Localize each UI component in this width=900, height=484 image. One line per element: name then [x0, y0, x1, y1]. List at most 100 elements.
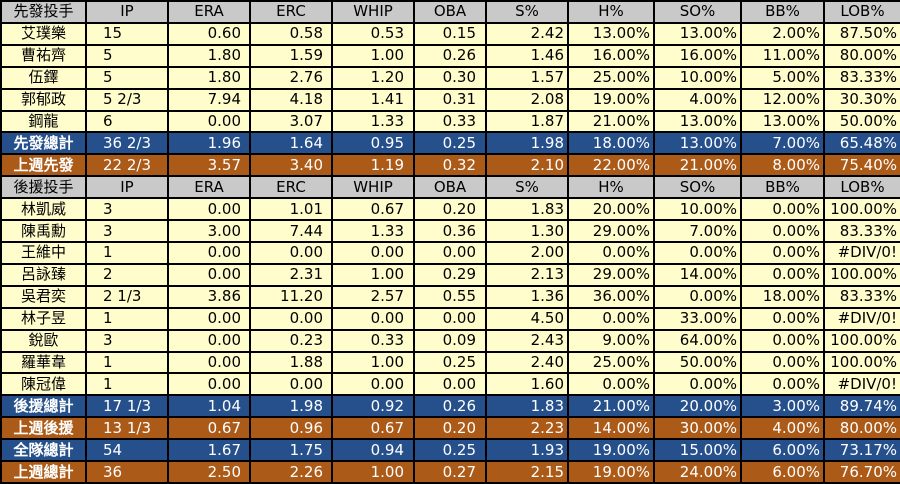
- pitcher-cell-ip[interactable]: 1: [87, 374, 167, 395]
- pitcher-cell-era[interactable]: 0.60: [169, 23, 249, 44]
- total-cell-h-pct[interactable]: 19.00%: [569, 462, 653, 482]
- total-cell-erc[interactable]: 1.75: [251, 440, 331, 461]
- pitcher-cell-h-pct[interactable]: 29.00%: [569, 221, 653, 241]
- pitcher-cell-era[interactable]: 0.00: [169, 242, 249, 263]
- total-cell-lob-pct[interactable]: 76.70%: [825, 462, 900, 482]
- pitcher-cell-oba[interactable]: 0.25: [415, 352, 485, 373]
- pitcher-cell-bb-pct[interactable]: 0.00%: [742, 374, 823, 395]
- pitcher-cell-era[interactable]: 0.00: [169, 330, 249, 351]
- pitcher-cell-erc[interactable]: 0.00: [251, 374, 331, 395]
- total-cell-erc[interactable]: 0.96: [251, 418, 331, 439]
- pitcher-cell-so-pct[interactable]: 50.00%: [655, 352, 740, 373]
- column-header-era[interactable]: ERA: [169, 177, 249, 198]
- pitcher-cell-ip[interactable]: 3: [87, 221, 167, 241]
- pitcher-cell-oba[interactable]: 0.30: [415, 67, 485, 88]
- pitcher-cell-h-pct[interactable]: 25.00%: [569, 67, 653, 88]
- pitcher-cell-erc[interactable]: 1.88: [251, 352, 331, 373]
- pitcher-cell-so-pct[interactable]: 13.00%: [655, 23, 740, 44]
- pitcher-cell-s-pct[interactable]: 1.83: [487, 199, 567, 220]
- pitcher-cell-s-pct[interactable]: 1.60: [487, 374, 567, 395]
- pitcher-cell-lob-pct[interactable]: 50.00%: [825, 111, 900, 132]
- pitcher-cell-erc[interactable]: 2.31: [251, 264, 331, 285]
- pitcher-cell-s-pct[interactable]: 4.50: [487, 308, 567, 329]
- total-cell-name[interactable]: 上週先發: [2, 155, 85, 176]
- total-cell-oba[interactable]: 0.32: [415, 155, 485, 176]
- pitcher-cell-s-pct[interactable]: 2.40: [487, 352, 567, 373]
- pitcher-cell-whip[interactable]: 0.53: [333, 23, 413, 44]
- pitcher-cell-lob-pct[interactable]: 80.00%: [825, 45, 900, 66]
- total-cell-h-pct[interactable]: 22.00%: [569, 155, 653, 176]
- pitcher-cell-ip[interactable]: 15: [87, 23, 167, 44]
- pitcher-cell-name[interactable]: 陳冠偉: [2, 374, 85, 395]
- pitcher-cell-h-pct[interactable]: 9.00%: [569, 330, 653, 351]
- pitcher-cell-whip[interactable]: 1.41: [333, 89, 413, 110]
- pitcher-cell-h-pct[interactable]: 16.00%: [569, 45, 653, 66]
- total-cell-era[interactable]: 1.96: [169, 133, 249, 154]
- pitcher-cell-name[interactable]: 呂詠臻: [2, 264, 85, 285]
- pitcher-cell-h-pct[interactable]: 29.00%: [569, 264, 653, 285]
- total-cell-bb-pct[interactable]: 4.00%: [742, 418, 823, 439]
- pitcher-cell-lob-pct[interactable]: 30.30%: [825, 89, 900, 110]
- total-cell-whip[interactable]: 0.95: [333, 133, 413, 154]
- pitcher-cell-bb-pct[interactable]: 0.00%: [742, 308, 823, 329]
- pitcher-cell-erc[interactable]: 0.23: [251, 330, 331, 351]
- total-cell-erc[interactable]: 2.26: [251, 462, 331, 482]
- pitcher-cell-so-pct[interactable]: 10.00%: [655, 199, 740, 220]
- pitcher-cell-s-pct[interactable]: 1.46: [487, 45, 567, 66]
- pitcher-cell-whip[interactable]: 1.20: [333, 67, 413, 88]
- pitcher-cell-oba[interactable]: 0.36: [415, 221, 485, 241]
- pitcher-cell-so-pct[interactable]: 0.00%: [655, 242, 740, 263]
- column-header-lob-pct[interactable]: LOB%: [825, 177, 900, 198]
- total-cell-name[interactable]: 先發總計: [2, 133, 85, 154]
- pitcher-cell-whip[interactable]: 2.57: [333, 286, 413, 307]
- total-cell-bb-pct[interactable]: 7.00%: [742, 133, 823, 154]
- column-header-so-pct[interactable]: SO%: [655, 177, 740, 198]
- total-cell-s-pct[interactable]: 1.98: [487, 133, 567, 154]
- pitcher-cell-h-pct[interactable]: 19.00%: [569, 89, 653, 110]
- total-cell-lob-pct[interactable]: 73.17%: [825, 440, 900, 461]
- total-cell-era[interactable]: 2.50: [169, 462, 249, 482]
- total-cell-so-pct[interactable]: 20.00%: [655, 396, 740, 417]
- pitcher-cell-so-pct[interactable]: 7.00%: [655, 221, 740, 241]
- total-cell-whip[interactable]: 1.19: [333, 155, 413, 176]
- column-header-so-pct[interactable]: SO%: [655, 2, 740, 22]
- total-cell-s-pct[interactable]: 1.83: [487, 396, 567, 417]
- pitcher-cell-ip[interactable]: 3: [87, 199, 167, 220]
- pitcher-cell-name[interactable]: 鋼龍: [2, 111, 85, 132]
- total-cell-lob-pct[interactable]: 65.48%: [825, 133, 900, 154]
- pitcher-cell-s-pct[interactable]: 1.36: [487, 286, 567, 307]
- total-cell-s-pct[interactable]: 2.23: [487, 418, 567, 439]
- total-cell-so-pct[interactable]: 24.00%: [655, 462, 740, 482]
- column-header-bb-pct[interactable]: BB%: [742, 177, 823, 198]
- column-header-whip[interactable]: WHIP: [333, 177, 413, 198]
- pitcher-cell-s-pct[interactable]: 1.87: [487, 111, 567, 132]
- total-cell-h-pct[interactable]: 19.00%: [569, 440, 653, 461]
- pitcher-cell-whip[interactable]: 1.33: [333, 221, 413, 241]
- total-cell-s-pct[interactable]: 2.15: [487, 462, 567, 482]
- pitcher-cell-era[interactable]: 0.00: [169, 352, 249, 373]
- pitcher-cell-lob-pct[interactable]: #DIV/0!: [825, 242, 900, 263]
- pitcher-cell-h-pct[interactable]: 0.00%: [569, 374, 653, 395]
- pitcher-cell-oba[interactable]: 0.33: [415, 111, 485, 132]
- pitcher-cell-bb-pct[interactable]: 18.00%: [742, 286, 823, 307]
- column-header-oba[interactable]: OBA: [415, 2, 485, 22]
- pitcher-cell-lob-pct[interactable]: 100.00%: [825, 352, 900, 373]
- total-cell-ip[interactable]: 36 2/3: [87, 133, 167, 154]
- pitcher-cell-so-pct[interactable]: 13.00%: [655, 111, 740, 132]
- pitcher-cell-h-pct[interactable]: 25.00%: [569, 352, 653, 373]
- pitcher-cell-name[interactable]: 伍鐸: [2, 67, 85, 88]
- pitcher-cell-era[interactable]: 0.00: [169, 374, 249, 395]
- pitcher-cell-s-pct[interactable]: 2.08: [487, 89, 567, 110]
- pitcher-cell-lob-pct[interactable]: 87.50%: [825, 23, 900, 44]
- pitcher-cell-era[interactable]: 0.00: [169, 264, 249, 285]
- total-cell-erc[interactable]: 1.64: [251, 133, 331, 154]
- pitcher-cell-oba[interactable]: 0.00: [415, 374, 485, 395]
- total-cell-ip[interactable]: 54: [87, 440, 167, 461]
- total-cell-era[interactable]: 3.57: [169, 155, 249, 176]
- total-cell-so-pct[interactable]: 21.00%: [655, 155, 740, 176]
- pitcher-cell-whip[interactable]: 0.00: [333, 242, 413, 263]
- total-cell-ip[interactable]: 36: [87, 462, 167, 482]
- total-cell-oba[interactable]: 0.25: [415, 133, 485, 154]
- pitcher-cell-so-pct[interactable]: 64.00%: [655, 330, 740, 351]
- pitcher-cell-s-pct[interactable]: 2.13: [487, 264, 567, 285]
